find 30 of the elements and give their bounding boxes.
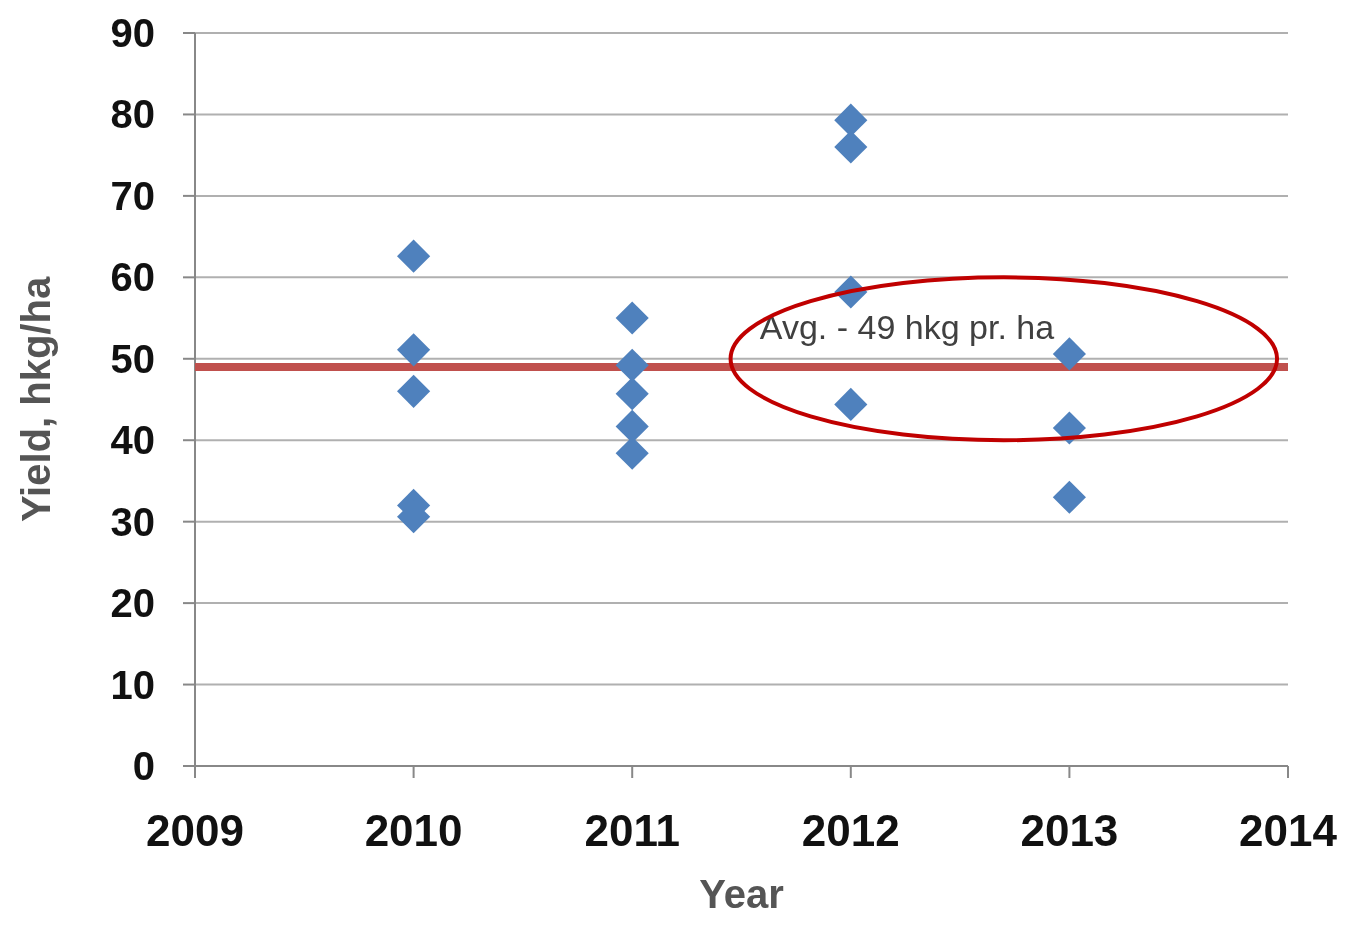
x-tick-label: 2013 bbox=[1020, 806, 1119, 855]
point bbox=[1052, 337, 1086, 371]
point bbox=[615, 377, 649, 411]
x-axis-title: Year bbox=[699, 872, 784, 916]
y-tick-label: 90 bbox=[110, 11, 155, 55]
x-tick-label: 2014 bbox=[1239, 806, 1338, 855]
y-tick-label: 20 bbox=[110, 581, 155, 626]
point bbox=[1052, 480, 1086, 514]
x-tick-label: 2010 bbox=[364, 806, 463, 855]
point bbox=[834, 130, 868, 164]
y-tick-label: 10 bbox=[110, 662, 155, 707]
point bbox=[615, 348, 649, 382]
y-tick-label: 60 bbox=[110, 255, 155, 300]
y-tick-label: 0 bbox=[132, 744, 155, 788]
y-axis-title: Yield, hkg/ha bbox=[14, 276, 58, 523]
point bbox=[397, 239, 431, 273]
point bbox=[397, 374, 431, 408]
point bbox=[834, 387, 868, 421]
y-tick-label: 40 bbox=[110, 418, 155, 463]
y-tick-label: 30 bbox=[110, 499, 155, 544]
point bbox=[615, 409, 649, 443]
x-tick-label: 2012 bbox=[801, 806, 900, 855]
point bbox=[397, 333, 431, 367]
y-tick-label: 50 bbox=[110, 336, 155, 381]
point bbox=[615, 301, 649, 335]
x-tick-label: 2011 bbox=[584, 806, 680, 855]
ref-line-label: Avg. - 49 hkg pr. ha bbox=[759, 308, 1055, 347]
y-tick-label: 70 bbox=[110, 173, 155, 218]
x-tick-label: 2009 bbox=[146, 806, 244, 855]
y-tick-label: 80 bbox=[110, 92, 155, 137]
